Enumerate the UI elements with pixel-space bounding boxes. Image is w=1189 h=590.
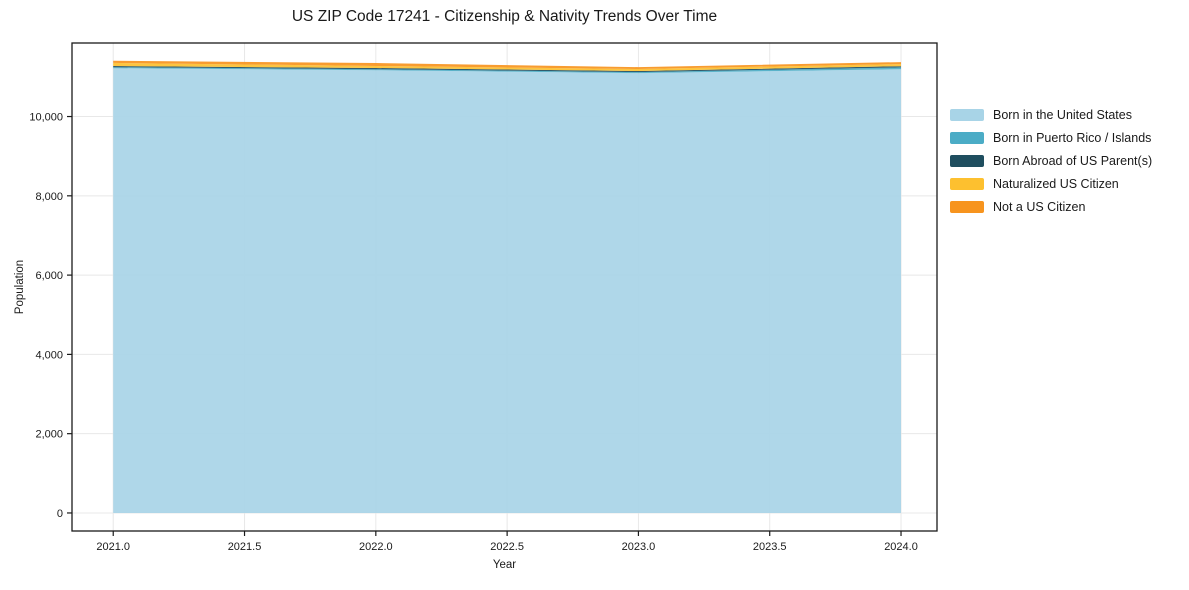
axes-box	[71, 42, 938, 532]
legend-item: Born Abroad of US Parent(s)	[950, 154, 1152, 168]
y-tick-label: 2,000	[35, 429, 63, 441]
y-tick-label: 8,000	[35, 191, 63, 203]
x-axis-label: Year	[492, 559, 517, 571]
legend-swatch	[950, 108, 984, 121]
x-tick-label: 2021.0	[96, 541, 130, 553]
y-tick-label: 10,000	[29, 112, 63, 124]
legend-swatch	[950, 177, 984, 190]
area-series	[113, 62, 901, 71]
x-tick-label: 2023.0	[622, 541, 656, 553]
area-series	[113, 68, 901, 513]
legend-item: Born in Puerto Rico / Islands	[950, 131, 1152, 145]
area-series	[113, 66, 901, 73]
legend-swatch	[950, 154, 984, 167]
x-tick-label: 2022.5	[490, 541, 524, 553]
y-axis-label: Population	[14, 259, 26, 315]
legend-label: Born in the United States	[993, 107, 1132, 122]
y-tick-label: 0	[57, 508, 63, 520]
area-series	[113, 60, 901, 69]
legend-label: Not a US Citizen	[993, 199, 1086, 214]
legend-swatch	[950, 200, 984, 213]
legend-item: Naturalized US Citizen	[950, 177, 1152, 191]
legend-label: Born Abroad of US Parent(s)	[993, 153, 1153, 168]
x-tick-label: 2021.5	[228, 541, 262, 553]
x-tick-label: 2024.0	[884, 541, 918, 553]
y-tick-label: 4,000	[35, 349, 63, 361]
legend-item: Not a US Citizen	[950, 200, 1152, 214]
legend-label: Naturalized US Citizen	[993, 176, 1119, 191]
legend: Born in the United States Born in Puerto …	[950, 108, 1152, 214]
legend-swatch	[950, 131, 984, 144]
y-tick-label: 6,000	[35, 270, 63, 282]
area-series	[113, 67, 901, 74]
legend-item: Born in the United States	[950, 108, 1152, 122]
chart-title: US ZIP Code 17241 - Citizenship & Nativi…	[291, 8, 718, 25]
legend-label: Born in Puerto Rico / Islands	[993, 130, 1152, 145]
x-tick-label: 2022.0	[359, 541, 393, 553]
x-tick-label: 2023.5	[753, 541, 787, 553]
